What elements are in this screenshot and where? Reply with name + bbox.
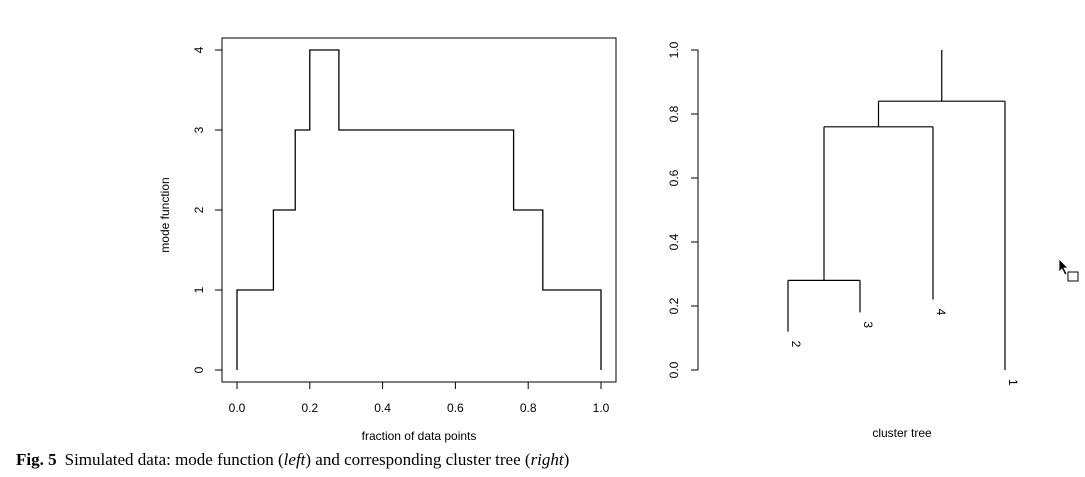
caption-right: right (530, 450, 564, 469)
mode-function-chart: 0.0 0.2 0.4 0.6 0.8 1.0 0 1 2 3 4 fraction of dat… (158, 37, 617, 443)
cluster-tree-chart: 0.0 0.2 0.4 0.6 0.8 1.0 2 3 4 1 cluster tree (667, 41, 1020, 440)
x-tick-label: 0.2 (301, 401, 318, 415)
y-tick-label: 1 (192, 286, 206, 293)
leaf-label: 1 (1006, 379, 1020, 386)
caption-end: ) (563, 450, 570, 469)
y-tick-label: 0.4 (667, 233, 681, 250)
caption-text: Simulated data: mode function ( (64, 450, 284, 469)
caption-middle: ) and corresponding cluster tree ( (305, 450, 531, 469)
x-axis-label: fraction of data points (362, 429, 477, 443)
dendrogram (787, 50, 1006, 370)
y-axis: 0 1 2 3 4 (192, 46, 222, 373)
x-tick-label: 0.8 (520, 401, 537, 415)
caption-left: left (283, 450, 306, 469)
y-tick-label: 0.8 (667, 105, 681, 122)
y-tick-label: 0.0 (667, 361, 681, 378)
y-tick-label: 1.0 (667, 41, 681, 58)
y-axis-label: mode function (158, 177, 172, 252)
leaf-label: 2 (789, 341, 803, 348)
mode-step-line (236, 49, 602, 370)
x-axis-label: cluster tree (872, 426, 932, 440)
leaf-label: 3 (861, 321, 875, 328)
y-tick-label: 4 (192, 46, 206, 53)
x-tick-label: 0.0 (229, 401, 246, 415)
y-tick-label: 0.2 (667, 297, 681, 314)
x-tick-label: 1.0 (593, 401, 610, 415)
x-axis: 0.0 0.2 0.4 0.6 0.8 1.0 (229, 382, 610, 415)
y-tick-label: 0.6 (667, 169, 681, 186)
figure-caption: Fig. 5 Simulated data: mode function (lef… (16, 450, 569, 470)
y-tick-label: 2 (192, 206, 206, 213)
y-axis: 0.0 0.2 0.4 0.6 0.8 1.0 (667, 41, 699, 378)
y-tick-label: 3 (192, 126, 206, 133)
figure-number: Fig. 5 (16, 450, 57, 469)
leaf-labels: 2 3 4 1 (789, 309, 1020, 386)
mouse-pointer-icon (1058, 258, 1079, 282)
x-tick-label: 0.6 (447, 401, 464, 415)
y-tick-label: 0 (192, 366, 206, 373)
leaf-label: 4 (934, 309, 948, 316)
x-tick-label: 0.4 (374, 401, 391, 415)
